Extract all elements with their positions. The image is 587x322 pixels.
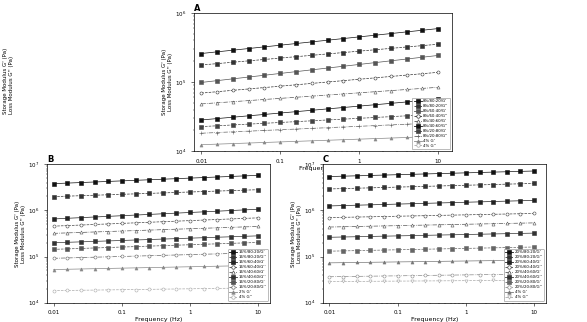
X-axis label: Frequency (Hz): Frequency (Hz) — [411, 317, 458, 322]
Y-axis label: Storage Modulus G' (Pa)
Loss Modulus G'' (Pa): Storage Modulus G' (Pa) Loss Modulus G''… — [162, 49, 173, 115]
X-axis label: Frequency (Hz): Frequency (Hz) — [135, 317, 182, 322]
Text: B: B — [47, 155, 53, 164]
Y-axis label: Storage Modulus G' (Pa)
Loss Modulus G'' (Pa): Storage Modulus G' (Pa) Loss Modulus G''… — [291, 200, 302, 267]
Text: C: C — [323, 155, 329, 164]
Text: A: A — [194, 4, 200, 13]
Legend: 20%/80:20/G', 20%/80:20/G'', 20%/60:40/G', 20%/60:40/G'', 20%/40:60/G', 20%/40:6: 20%/80:20/G', 20%/80:20/G'', 20%/60:40/G… — [504, 249, 544, 301]
Y-axis label: Storage Modulus G' (Pa)
Loss Modulus G'' (Pa): Storage Modulus G' (Pa) Loss Modulus G''… — [15, 200, 26, 267]
Text: Storage Modulus G' (Pa)
Loss Modulus G'' (Pa): Storage Modulus G' (Pa) Loss Modulus G''… — [3, 47, 14, 114]
Legend: 8%/80:20/G', 8%/80:20/G'', 8%/60:40/G', 8%/60:40/G'', 8%/40:60/G', 8%/40:60/G'',: 8%/80:20/G', 8%/80:20/G'', 8%/60:40/G', … — [412, 98, 450, 149]
Legend: 16%/80:20/G', 16%/80:20/G'', 16%/60:40/G', 16%/60:40/G'', 16%/40:60/G', 16%/40:6: 16%/80:20/G', 16%/80:20/G'', 16%/60:40/G… — [228, 249, 268, 301]
X-axis label: Frequency (Hz): Frequency (Hz) — [299, 166, 346, 171]
